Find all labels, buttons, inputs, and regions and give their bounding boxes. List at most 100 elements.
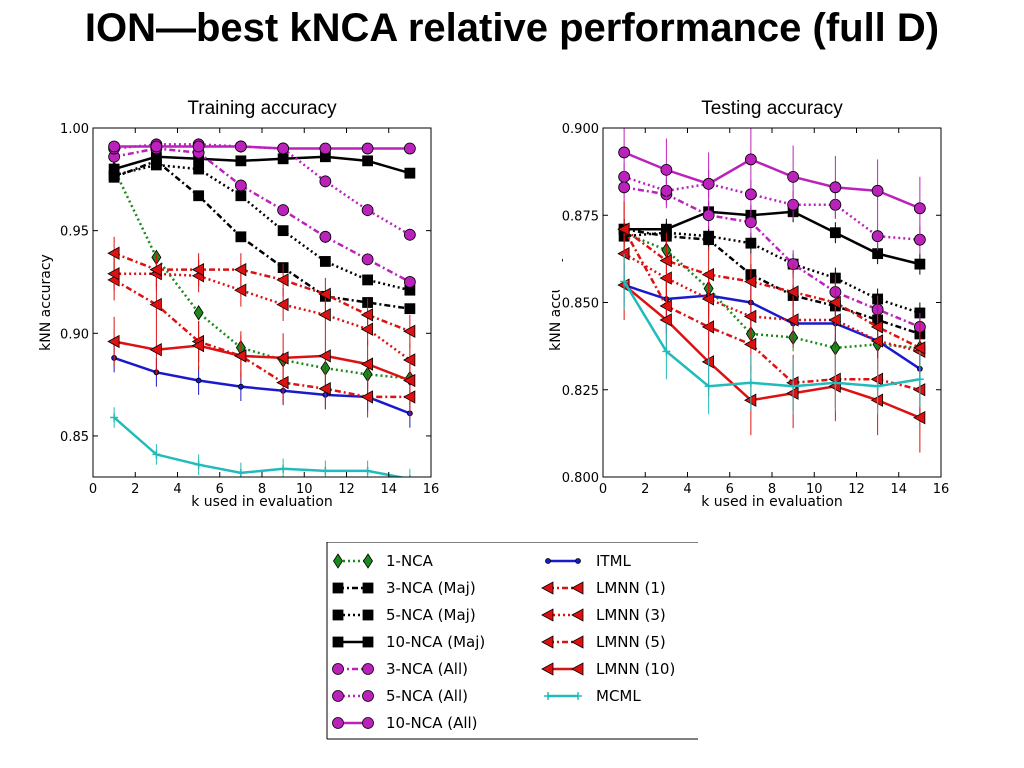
series-line [113,159,411,310]
data-point [318,382,331,396]
legend-item-3-nca-maj: 3-NCA (Maj) [332,579,476,597]
plot-area [107,138,416,477]
series-lmnn-5 [107,236,416,348]
series-line [623,151,921,210]
data-point [871,184,884,197]
data-point [360,308,374,322]
legend-label: LMNN (3) [596,606,666,624]
series-line [114,143,411,236]
data-point [191,262,205,277]
data-point [149,297,162,312]
data-point [194,460,203,469]
legend-label: 5-NCA (Maj) [386,606,476,624]
legend-label: 5-NCA (All) [386,687,468,705]
x-tick-label: 0 [599,482,607,497]
y-tick-label: 0.90 [60,327,89,342]
x-tick-label: 2 [131,482,139,497]
legend-marker [362,663,374,675]
legend-marker [332,609,344,621]
series-line [114,145,410,150]
data-point [277,153,289,165]
data-point [277,142,290,155]
legend-item-lmnn-3: LMNN (3) [541,606,666,624]
data-point [237,383,244,390]
data-point [319,256,331,267]
data-point [744,153,757,166]
data-point [279,464,288,473]
data-point [195,377,202,384]
x-tick-label: 14 [890,482,907,497]
data-point [193,163,205,175]
data-point [404,167,416,179]
data-point [234,179,247,192]
data-point [746,378,755,387]
data-point [659,313,672,327]
legend-marker [545,558,551,564]
legend-label: LMNN (1) [596,579,666,597]
series-line [624,231,921,315]
series-line [623,228,921,349]
series-10-nca-all [618,128,926,240]
series-line [623,231,920,350]
data-point [234,283,247,297]
x-tick-label: 12 [848,482,865,497]
data-point [193,190,205,202]
slide-title: ION—best kNCA relative performance (full… [84,6,940,50]
legend-item-mcml: MCML [544,687,641,705]
data-point [701,267,715,282]
series-line [113,163,411,292]
legend-marker [571,608,584,622]
data-point [361,204,374,217]
data-point [403,142,416,155]
series-5-nca-maj [108,159,416,296]
data-point [828,295,841,310]
data-point [321,466,330,475]
plot-area [617,128,926,453]
legend-marker [362,717,374,729]
data-point [152,450,161,459]
chart-title: Training accuracy [187,98,337,119]
series-line [113,416,406,477]
y-axis-label: kNN accuracy [38,254,54,351]
legend-marker [544,692,552,700]
data-point [277,225,289,237]
data-point [149,262,162,277]
data-point [107,246,120,260]
series-mcml [620,253,924,415]
x-tick-label: 12 [338,482,355,497]
legend-marker [362,636,374,648]
series-lmnn-10 [107,316,416,406]
y-tick-label: 0.825 [562,384,599,399]
x-tick-label: 8 [768,482,776,497]
x-tick-label: 14 [380,482,397,497]
legend-label: 1-NCA [386,552,434,570]
data-point [915,375,924,384]
x-tick-label: 0 [89,482,97,497]
legend-item-lmnn-1: LMNN (1) [541,579,666,597]
data-point [662,347,671,356]
data-point [276,273,289,287]
data-point [318,287,331,301]
data-point [829,181,842,194]
y-tick-label: 0.95 [60,225,89,240]
data-point [191,338,205,353]
series-line [623,284,921,419]
data-point [107,267,120,281]
series-3-nca-maj [108,155,416,315]
data-point [703,230,715,242]
data-point [193,305,204,321]
y-tick-label: 1.00 [60,122,89,137]
series-line [113,340,411,382]
legend-label: 10-NCA (Maj) [386,633,485,651]
series-line [623,280,921,388]
legend-marker [332,636,344,648]
legend-marker [574,692,582,700]
legend-label: ITML [596,552,632,570]
x-tick-label: 4 [683,482,691,497]
legend-label: LMNN (10) [596,660,675,678]
data-point [108,163,120,175]
series-line [113,147,411,284]
data-point [149,343,162,357]
data-point [403,276,416,288]
data-point [192,140,205,153]
